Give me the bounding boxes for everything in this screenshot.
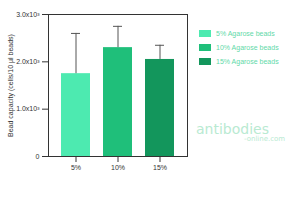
html-text:15% Agarose beads: 15% Agarose beads	[216, 58, 279, 65]
svg-text:10%: 10%	[111, 164, 125, 171]
html-text:antibodies: antibodies	[196, 121, 269, 137]
svg-text:1.0x10³: 1.0x10³	[16, 105, 40, 112]
html-text:5% Agarose beads: 5% Agarose beads	[216, 30, 275, 37]
svg-text:0: 0	[36, 153, 40, 160]
html-text:10% Agarose beads: 10% Agarose beads	[216, 44, 279, 51]
svg-text:5%: 5%	[71, 164, 81, 171]
svg-text:2.0x10³: 2.0x10³	[16, 58, 40, 65]
svg-text:15%: 15%	[153, 164, 167, 171]
svg-text:Bead capacity (cells/10 µl bea: Bead capacity (cells/10 µl beads)	[7, 34, 15, 137]
html-text:-online.com: -online.com	[244, 135, 286, 143]
svg-text:3.0x10³: 3.0x10³	[16, 11, 40, 18]
